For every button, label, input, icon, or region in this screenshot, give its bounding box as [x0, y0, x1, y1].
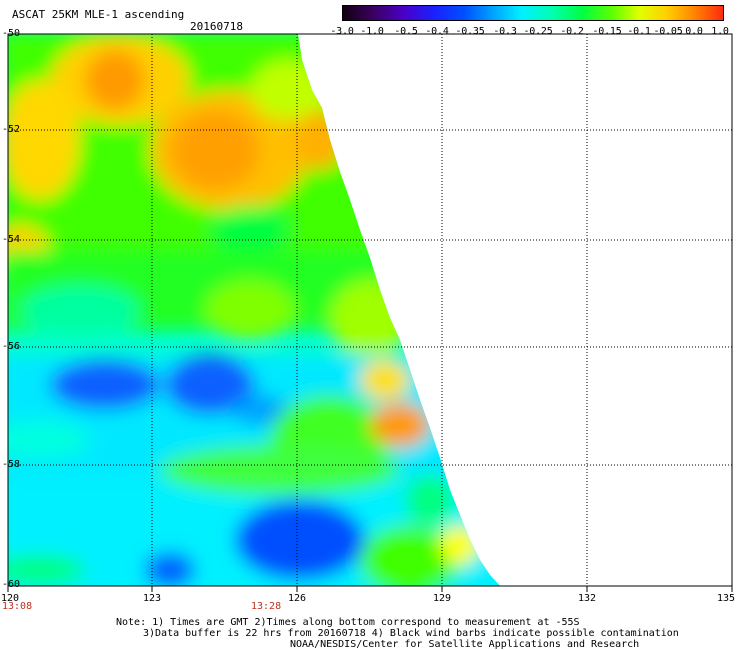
colorbar-label: -0.4 [425, 26, 449, 37]
plot-frame [7, 33, 733, 587]
note-line-3: NOAA/NESDIS/Center for Satellite Applica… [290, 639, 640, 650]
product-date: 20160718 [190, 20, 243, 33]
axis-ticks [7, 586, 733, 592]
colorbar [342, 5, 724, 21]
lat-label: -60 [2, 579, 21, 590]
colorbar-label: -0.5 [394, 26, 418, 37]
lat-label: -54 [2, 234, 21, 245]
colorbar-label: -0.2 [560, 26, 584, 37]
note-line-2: 3)Data buffer is 22 hrs from 20160718 4)… [143, 628, 679, 639]
lon-label: 135 [716, 593, 736, 604]
note-line-1: Note: 1) Times are GMT 2)Times along bot… [116, 617, 580, 628]
colorbar-label: -1.0 [360, 26, 384, 37]
colorbar-fill [343, 6, 723, 20]
lon-label: 129 [432, 593, 452, 604]
lon-label: 132 [577, 593, 597, 604]
lon-label: 126 [287, 593, 307, 604]
colorbar-label: -3.0 [330, 26, 354, 37]
colorbar-label: 0.0 [685, 26, 703, 37]
lat-label: -50 [2, 28, 21, 39]
lon-label: 123 [142, 593, 162, 604]
colorbar-label: -0.3 [493, 26, 517, 37]
lat-label: -56 [2, 341, 21, 352]
lon-label: 120 [0, 593, 20, 604]
lat-label: -52 [2, 124, 21, 135]
swath-data [8, 34, 500, 586]
colorbar-label: -0.25 [523, 26, 553, 37]
colorbar-label: -0.35 [455, 26, 485, 37]
time-label: 13:28 [251, 601, 282, 612]
colorbar-label: -0.1 [627, 26, 651, 37]
colorbar-label: -0.15 [592, 26, 622, 37]
lat-label: -58 [2, 459, 21, 470]
graticule [8, 34, 732, 586]
product-title: ASCAT 25KM MLE-1 ascending [12, 8, 185, 21]
colorbar-label: 1.0 [711, 26, 729, 37]
time-label: 13:08 [2, 601, 33, 612]
colorbar-label: -0.05 [653, 26, 683, 37]
